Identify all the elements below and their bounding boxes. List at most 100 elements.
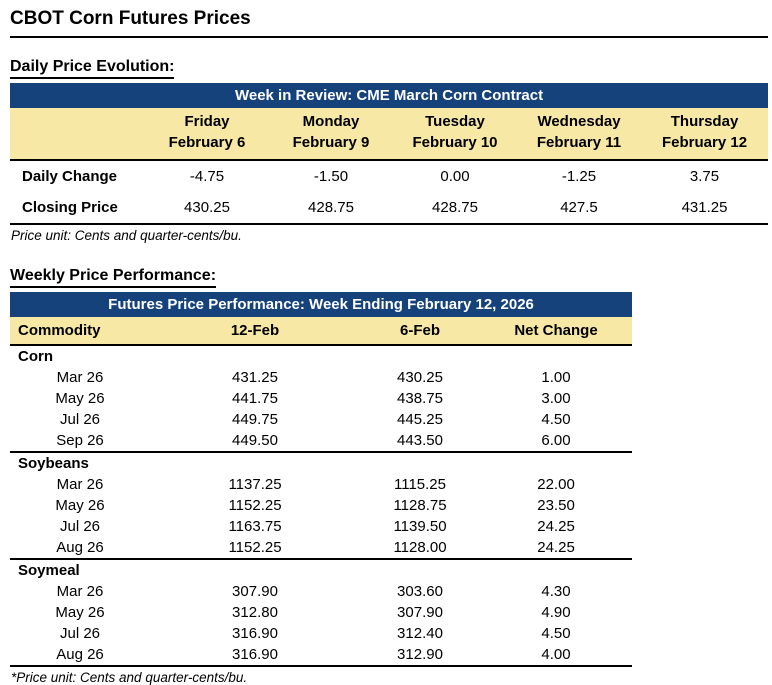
- price-cell: 428.75: [269, 192, 393, 225]
- table-row: Mar 26 1137.25 1115.25 22.00: [10, 474, 632, 495]
- value-cell: 1139.50: [393, 518, 447, 535]
- value-cell: 441.75: [232, 390, 278, 407]
- value-cell: 307.90: [232, 583, 278, 600]
- column-header-commodity: Commodity: [10, 317, 150, 346]
- value-cell: 4.50: [541, 411, 571, 428]
- value-cell: 1152.25: [150, 537, 360, 560]
- value-cell: 312.40: [397, 625, 443, 642]
- date-label: February 12: [662, 134, 748, 151]
- value-cell: 1.00: [541, 369, 571, 386]
- price-cell: 427.5: [517, 192, 641, 225]
- value-cell: 3.00: [541, 390, 571, 407]
- daily-table-footnote: Price unit: Cents and quarter-cents/bu.: [11, 228, 242, 243]
- table-row: May 26 1152.25 1128.75 23.50: [10, 495, 632, 516]
- value-cell: 1152.25: [228, 497, 282, 514]
- contract-label: Jul 26: [59, 411, 101, 428]
- value-cell: 443.50: [360, 430, 480, 453]
- contract-label: May 26: [55, 390, 105, 407]
- daily-table-title: Week in Review: CME March Corn Contract: [10, 83, 769, 108]
- value-cell: 431.25: [232, 369, 278, 386]
- value-cell: 303.60: [397, 583, 443, 600]
- value-cell: 22.00: [537, 476, 575, 493]
- value-cell: 1128.75: [393, 497, 447, 514]
- price-cell: 430.25: [145, 192, 269, 225]
- weekly-section-heading: Weekly Price Performance:: [10, 267, 217, 288]
- weekly-performance-table: Futures Price Performance: Week Ending F…: [10, 292, 633, 667]
- contract-label: Jul 26: [59, 625, 101, 642]
- column-header-net-change: Net Change: [480, 317, 633, 346]
- column-header-wednesday: Wednesday February 11: [517, 108, 641, 161]
- value-cell: 24.25: [537, 518, 575, 535]
- value-cell: 1137.25: [228, 476, 282, 493]
- date-label: February 9: [292, 134, 370, 151]
- group-label: Corn: [18, 348, 53, 365]
- value-cell: 307.90: [397, 604, 443, 621]
- value-cell: 23.50: [537, 497, 575, 514]
- value-cell: 4.90: [541, 604, 571, 621]
- contract-label: May 26: [55, 497, 105, 514]
- day-label: Wednesday: [537, 113, 621, 130]
- column-header-thursday: Thursday February 12: [641, 108, 769, 161]
- table-row: Jul 26 1163.75 1139.50 24.25: [10, 516, 632, 537]
- value-cell: 4.00: [480, 644, 633, 667]
- table-row: Jul 26 316.90 312.40 4.50: [10, 623, 632, 644]
- empty-corner-cell: [10, 108, 145, 161]
- value-cell: 449.75: [232, 411, 278, 428]
- group-row-corn: Corn: [10, 345, 632, 367]
- table-row: Mar 26 431.25 430.25 1.00: [10, 367, 632, 388]
- contract-label: Sep 26: [10, 430, 150, 453]
- value-cell: 312.90: [360, 644, 480, 667]
- row-label: Daily Change: [22, 168, 118, 185]
- day-label: Friday: [184, 113, 230, 130]
- day-label: Thursday: [670, 113, 739, 130]
- daily-section-heading: Daily Price Evolution:: [10, 58, 175, 79]
- group-label: Soymeal: [18, 562, 80, 579]
- contract-label: Aug 26: [10, 644, 150, 667]
- column-header-monday: Monday February 9: [269, 108, 393, 161]
- price-cell: 0.00: [440, 168, 470, 185]
- value-cell: 316.90: [232, 625, 278, 642]
- table-row-daily-change: Daily Change -4.75 -1.50 0.00 -1.25 3.75: [10, 160, 768, 192]
- group-row-soymeal: Soymeal: [10, 559, 632, 581]
- group-row-soybeans: Soybeans: [10, 452, 632, 474]
- price-cell: -4.75: [189, 168, 225, 185]
- contract-label: Aug 26: [10, 537, 150, 560]
- table-row: Aug 26 1152.25 1128.00 24.25: [10, 537, 633, 560]
- price-cell: 431.25: [641, 192, 769, 225]
- column-header-12feb: 12-Feb: [150, 317, 360, 346]
- column-header-friday: Friday February 6: [145, 108, 269, 161]
- value-cell: 312.80: [232, 604, 278, 621]
- column-header-6feb: 6-Feb: [360, 317, 480, 346]
- value-cell: 4.50: [541, 625, 571, 642]
- contract-label: May 26: [55, 604, 105, 621]
- value-cell: 4.30: [541, 583, 571, 600]
- value-cell: 1128.00: [360, 537, 480, 560]
- contract-label: Mar 26: [56, 583, 104, 600]
- weekly-table-title: Futures Price Performance: Week Ending F…: [10, 292, 633, 317]
- value-cell: 1163.75: [228, 518, 282, 535]
- table-row-closing-price: Closing Price 430.25 428.75 428.75 427.5…: [10, 192, 769, 225]
- day-label: Tuesday: [425, 113, 485, 130]
- price-cell: -1.50: [313, 168, 349, 185]
- row-label: Closing Price: [10, 192, 145, 225]
- contract-label: Jul 26: [59, 518, 101, 535]
- contract-label: Mar 26: [56, 369, 104, 386]
- contract-label: Mar 26: [56, 476, 104, 493]
- value-cell: 438.75: [397, 390, 443, 407]
- table-row: Jul 26 449.75 445.25 4.50: [10, 409, 632, 430]
- day-label: Monday: [302, 113, 360, 130]
- value-cell: 1115.25: [394, 476, 446, 493]
- group-label: Soybeans: [18, 455, 89, 472]
- table-row: Sep 26 449.50 443.50 6.00: [10, 430, 633, 453]
- value-cell: 6.00: [480, 430, 633, 453]
- daily-price-table: Week in Review: CME March Corn Contract …: [10, 83, 769, 225]
- table-row: May 26 312.80 307.90 4.90: [10, 602, 632, 623]
- price-cell: 3.75: [689, 168, 720, 185]
- date-label: February 10: [412, 134, 498, 151]
- price-cell: -1.25: [561, 168, 597, 185]
- table-row: Aug 26 316.90 312.90 4.00: [10, 644, 633, 667]
- page-title: CBOT Corn Futures Prices: [10, 8, 768, 38]
- table-row: May 26 441.75 438.75 3.00: [10, 388, 632, 409]
- value-cell: 430.25: [397, 369, 443, 386]
- table-row: Mar 26 307.90 303.60 4.30: [10, 581, 632, 602]
